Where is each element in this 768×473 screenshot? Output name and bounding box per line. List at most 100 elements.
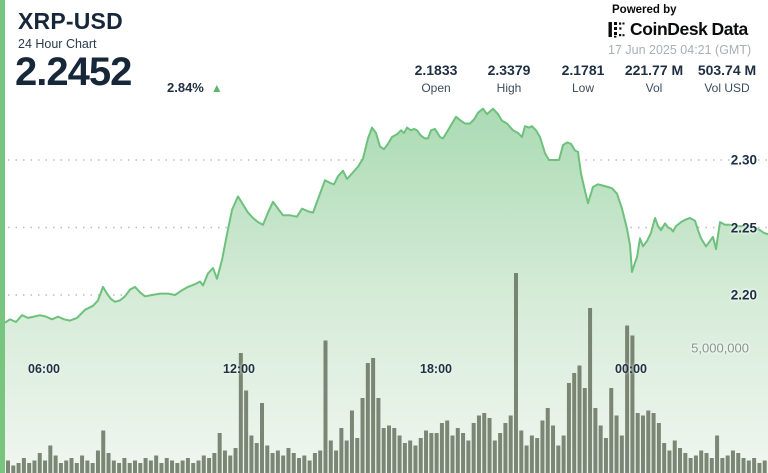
volume-bar xyxy=(720,458,725,473)
volume-bar xyxy=(159,463,164,473)
stat-high: 2.3379 High xyxy=(488,62,531,95)
powered-by-label: Powered by xyxy=(612,4,677,16)
volume-bar xyxy=(529,435,534,473)
volume-bar xyxy=(746,460,751,473)
coindesk-logo-text: CoinDesk Data xyxy=(630,19,748,39)
stat-vol-usd-label: Vol USD xyxy=(704,81,750,95)
volume-bar xyxy=(402,443,407,473)
coindesk-dots-icon xyxy=(608,22,625,38)
volume-bar xyxy=(577,365,582,473)
time-axis-label: 06:00 xyxy=(28,362,60,376)
volume-bar xyxy=(344,440,349,473)
stat-vol-usd-value: 503.74 M xyxy=(697,62,757,78)
volume-bar xyxy=(762,460,767,473)
volume-bar xyxy=(566,383,571,473)
volume-bar xyxy=(461,433,466,473)
volume-bar xyxy=(662,443,667,473)
volume-bar xyxy=(476,415,481,473)
stat-vol-value: 221.77 M xyxy=(624,62,684,78)
volume-bar xyxy=(48,445,53,473)
volume-bar xyxy=(106,453,111,473)
volume-bar xyxy=(551,425,556,473)
volume-bar xyxy=(545,408,550,473)
volume-bar xyxy=(439,423,444,473)
left-accent-strip xyxy=(0,0,5,473)
volume-bar xyxy=(238,353,243,473)
volume-bar xyxy=(371,358,376,473)
volume-bar xyxy=(408,440,413,473)
volume-bar xyxy=(593,408,598,473)
volume-bar xyxy=(392,428,397,473)
volume-bar xyxy=(381,428,386,473)
time-axis-label: 00:00 xyxy=(615,362,647,376)
volume-bar xyxy=(85,460,90,473)
volume-bar xyxy=(244,390,249,473)
volume-bar xyxy=(11,465,16,473)
volume-bar xyxy=(43,460,48,473)
volume-bar xyxy=(582,388,587,473)
stat-high-label: High xyxy=(496,81,522,95)
volume-bar xyxy=(349,410,354,473)
volume-bar xyxy=(556,445,561,473)
volume-bar xyxy=(625,325,630,473)
volume-bar xyxy=(535,438,540,473)
volume-bar xyxy=(281,455,286,473)
timestamp: 17 Jun 2025 04:21 (GMT) xyxy=(608,43,752,57)
volume-bar xyxy=(249,435,254,473)
volume-bar xyxy=(80,455,85,473)
volume-bar xyxy=(339,428,344,473)
volume-bar xyxy=(730,450,735,473)
volume-bar xyxy=(614,415,619,473)
volume-bar xyxy=(27,463,32,473)
volume-bar xyxy=(101,430,106,473)
volume-bar xyxy=(334,450,339,473)
volume-bar xyxy=(365,363,370,473)
volume-bar xyxy=(572,373,577,473)
stat-open: 2.1833 Open xyxy=(415,62,458,95)
volume-bar xyxy=(212,453,217,473)
volume-bar xyxy=(233,448,238,473)
volume-bar xyxy=(630,335,635,473)
volume-bar xyxy=(619,435,624,473)
volume-bar xyxy=(709,458,714,473)
price-axis-label: 2.25 xyxy=(730,220,757,235)
volume-bar xyxy=(651,413,656,473)
volume-bar xyxy=(21,458,26,473)
volume-bar xyxy=(561,435,566,473)
volume-bar xyxy=(170,460,175,473)
volume-bar xyxy=(185,458,190,473)
volume-bar xyxy=(609,388,614,473)
volume-bar xyxy=(519,430,524,473)
volume-bar xyxy=(656,423,661,473)
volume-bar xyxy=(672,440,677,473)
volume-bar xyxy=(492,440,497,473)
volume-bar xyxy=(69,458,74,473)
branding-block: Powered by CoinDesk Data 17 Jun 2025 04:2… xyxy=(608,4,758,57)
volume-bar xyxy=(667,450,672,473)
volume-bar xyxy=(180,460,185,473)
volume-bar xyxy=(704,453,709,473)
volume-bar xyxy=(207,458,212,473)
volume-bar xyxy=(32,460,37,473)
time-axis-label: 18:00 xyxy=(420,362,452,376)
change-percent: 2.84% xyxy=(167,80,204,95)
volume-bar xyxy=(148,460,153,473)
volume-bar xyxy=(254,443,259,473)
volume-bar xyxy=(175,463,180,473)
volume-bar xyxy=(429,433,434,473)
volume-bar xyxy=(275,450,280,473)
volume-bar xyxy=(418,438,423,473)
volume-bar xyxy=(260,403,264,473)
volume-bar xyxy=(328,440,333,473)
volume-bar xyxy=(683,453,688,473)
coindesk-logo[interactable]: CoinDesk Data xyxy=(608,19,758,40)
volume-bar xyxy=(111,460,116,473)
volume-bar xyxy=(64,460,69,473)
volume-bar xyxy=(95,450,100,473)
volume-bar xyxy=(312,453,317,473)
volume-bar xyxy=(487,418,492,473)
volume-bar xyxy=(736,453,741,473)
volume-bar xyxy=(228,455,233,473)
volume-bar xyxy=(270,453,275,473)
